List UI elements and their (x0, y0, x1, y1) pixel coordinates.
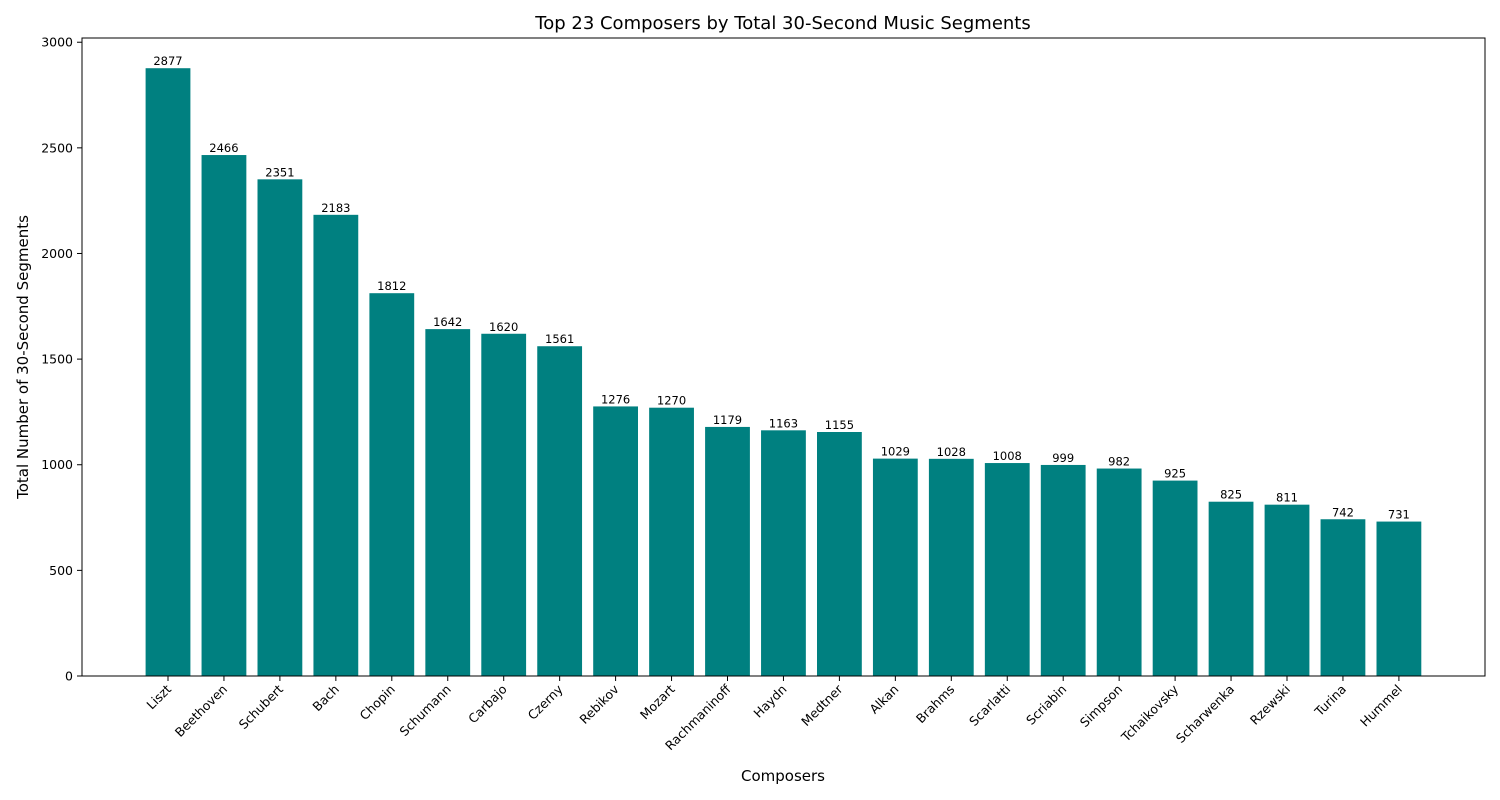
data-label-simpson: 982 (1108, 455, 1130, 469)
data-label-hummel: 731 (1388, 508, 1410, 522)
bar-carbajo (481, 333, 527, 676)
x-tick-label-alkan: Alkan (866, 682, 901, 717)
data-label-rzewski: 811 (1276, 491, 1298, 505)
data-label-schubert: 2351 (265, 165, 294, 179)
x-tick-label-turina: Turina (1311, 682, 1349, 720)
y-tick-label: 2000 (41, 246, 73, 261)
bar-czerny (537, 346, 583, 676)
bar-rachmaninoff (705, 426, 750, 676)
data-labels-layer: 2877 2466 2351 2183 1812 1642 1620 1561 1276 1270… (153, 54, 1410, 521)
data-label-turina: 742 (1332, 505, 1354, 519)
bar-rebikov (593, 406, 638, 676)
x-tick-label-scharwenka: Scharwenka (1173, 682, 1237, 746)
bar-brahms (928, 458, 974, 676)
plot-frame (81, 37, 1486, 677)
y-tick-label: 2500 (41, 140, 73, 155)
x-tick-label-liszt: Liszt (143, 681, 174, 712)
bar-scarlatti (984, 463, 1030, 676)
x-tick-label-medtner: Medtner (798, 681, 846, 729)
data-label-chopin: 1812 (377, 279, 406, 293)
x-tick-label-brahms: Brahms (913, 682, 958, 727)
x-tick-label-scriabin: Scriabin (1023, 682, 1069, 728)
y-tick-label: 3000 (41, 35, 73, 50)
bar-beethoven (201, 155, 247, 677)
x-tick-label-schumann: Schumann (396, 682, 454, 740)
bar-mozart (649, 407, 694, 676)
bar-chopin (369, 293, 415, 676)
y-axis-label: Total Number of 30-Second Segments (14, 215, 32, 500)
chart-title: Top 23 Composers by Total 30-Second Musi… (534, 13, 1030, 34)
data-label-brahms: 1028 (937, 445, 966, 459)
x-tick-label-mozart: Mozart (637, 681, 678, 722)
data-label-schumann: 1642 (433, 315, 462, 329)
data-label-tchaikovsky: 925 (1164, 467, 1186, 481)
x-tick-label-rebikov: Rebikov (576, 681, 622, 727)
bar-bach (313, 214, 359, 676)
x-tick-label-haydn: Haydn (750, 682, 789, 721)
x-tick-label-schubert: Schubert (236, 681, 286, 731)
bar-scriabin (1040, 464, 1086, 676)
y-tick-label: 0 (65, 669, 73, 684)
bar-tchaikovsky (1152, 480, 1198, 676)
x-axis-label: Composers (741, 767, 825, 785)
data-label-medtner: 1155 (825, 418, 854, 432)
x-tick-label-beethoven: Beethoven (172, 682, 230, 740)
data-label-scriabin: 999 (1052, 451, 1074, 465)
data-label-rachmaninoff: 1179 (713, 413, 742, 427)
x-tick-label-chopin: Chopin (356, 682, 397, 723)
bar-simpson (1096, 468, 1142, 676)
data-label-haydn: 1163 (769, 416, 798, 430)
x-tick-label-hummel: Hummel (1357, 682, 1405, 730)
data-label-czerny: 1561 (545, 332, 574, 346)
bar-schubert (257, 179, 303, 676)
data-label-rebikov: 1276 (601, 392, 630, 406)
bar-scharwenka (1208, 501, 1254, 676)
x-tick-label-carbajo: Carbajo (465, 682, 510, 727)
bar-schumann (425, 329, 471, 676)
y-tick-label: 1000 (41, 457, 73, 472)
x-tick-label-simpson: Simpson (1077, 682, 1126, 731)
data-label-carbajo: 1620 (489, 320, 518, 334)
bar-rzewski (1264, 504, 1310, 676)
y-tick-label: 1500 (41, 352, 73, 367)
data-label-scarlatti: 1008 (993, 449, 1022, 463)
bar-alkan (872, 458, 918, 676)
bar-liszt (145, 68, 191, 676)
bar-haydn (761, 430, 806, 676)
x-tick-label-bach: Bach (309, 682, 342, 715)
bar-hummel (1376, 521, 1422, 676)
data-label-alkan: 1029 (881, 445, 910, 459)
bars-layer (145, 68, 1422, 677)
bar-turina (1320, 519, 1366, 676)
x-tick-label-scarlatti: Scarlatti (966, 682, 1013, 729)
data-label-mozart: 1270 (657, 394, 686, 408)
data-label-bach: 2183 (321, 201, 350, 215)
data-label-beethoven: 2466 (209, 141, 238, 155)
x-tick-label-czerny: Czerny (525, 681, 567, 723)
data-label-liszt: 2877 (153, 54, 182, 68)
y-tick-label: 500 (49, 563, 73, 578)
bar-medtner (817, 432, 862, 676)
x-tick-label-rzewski: Rzewski (1247, 682, 1293, 728)
data-label-scharwenka: 825 (1220, 488, 1242, 502)
